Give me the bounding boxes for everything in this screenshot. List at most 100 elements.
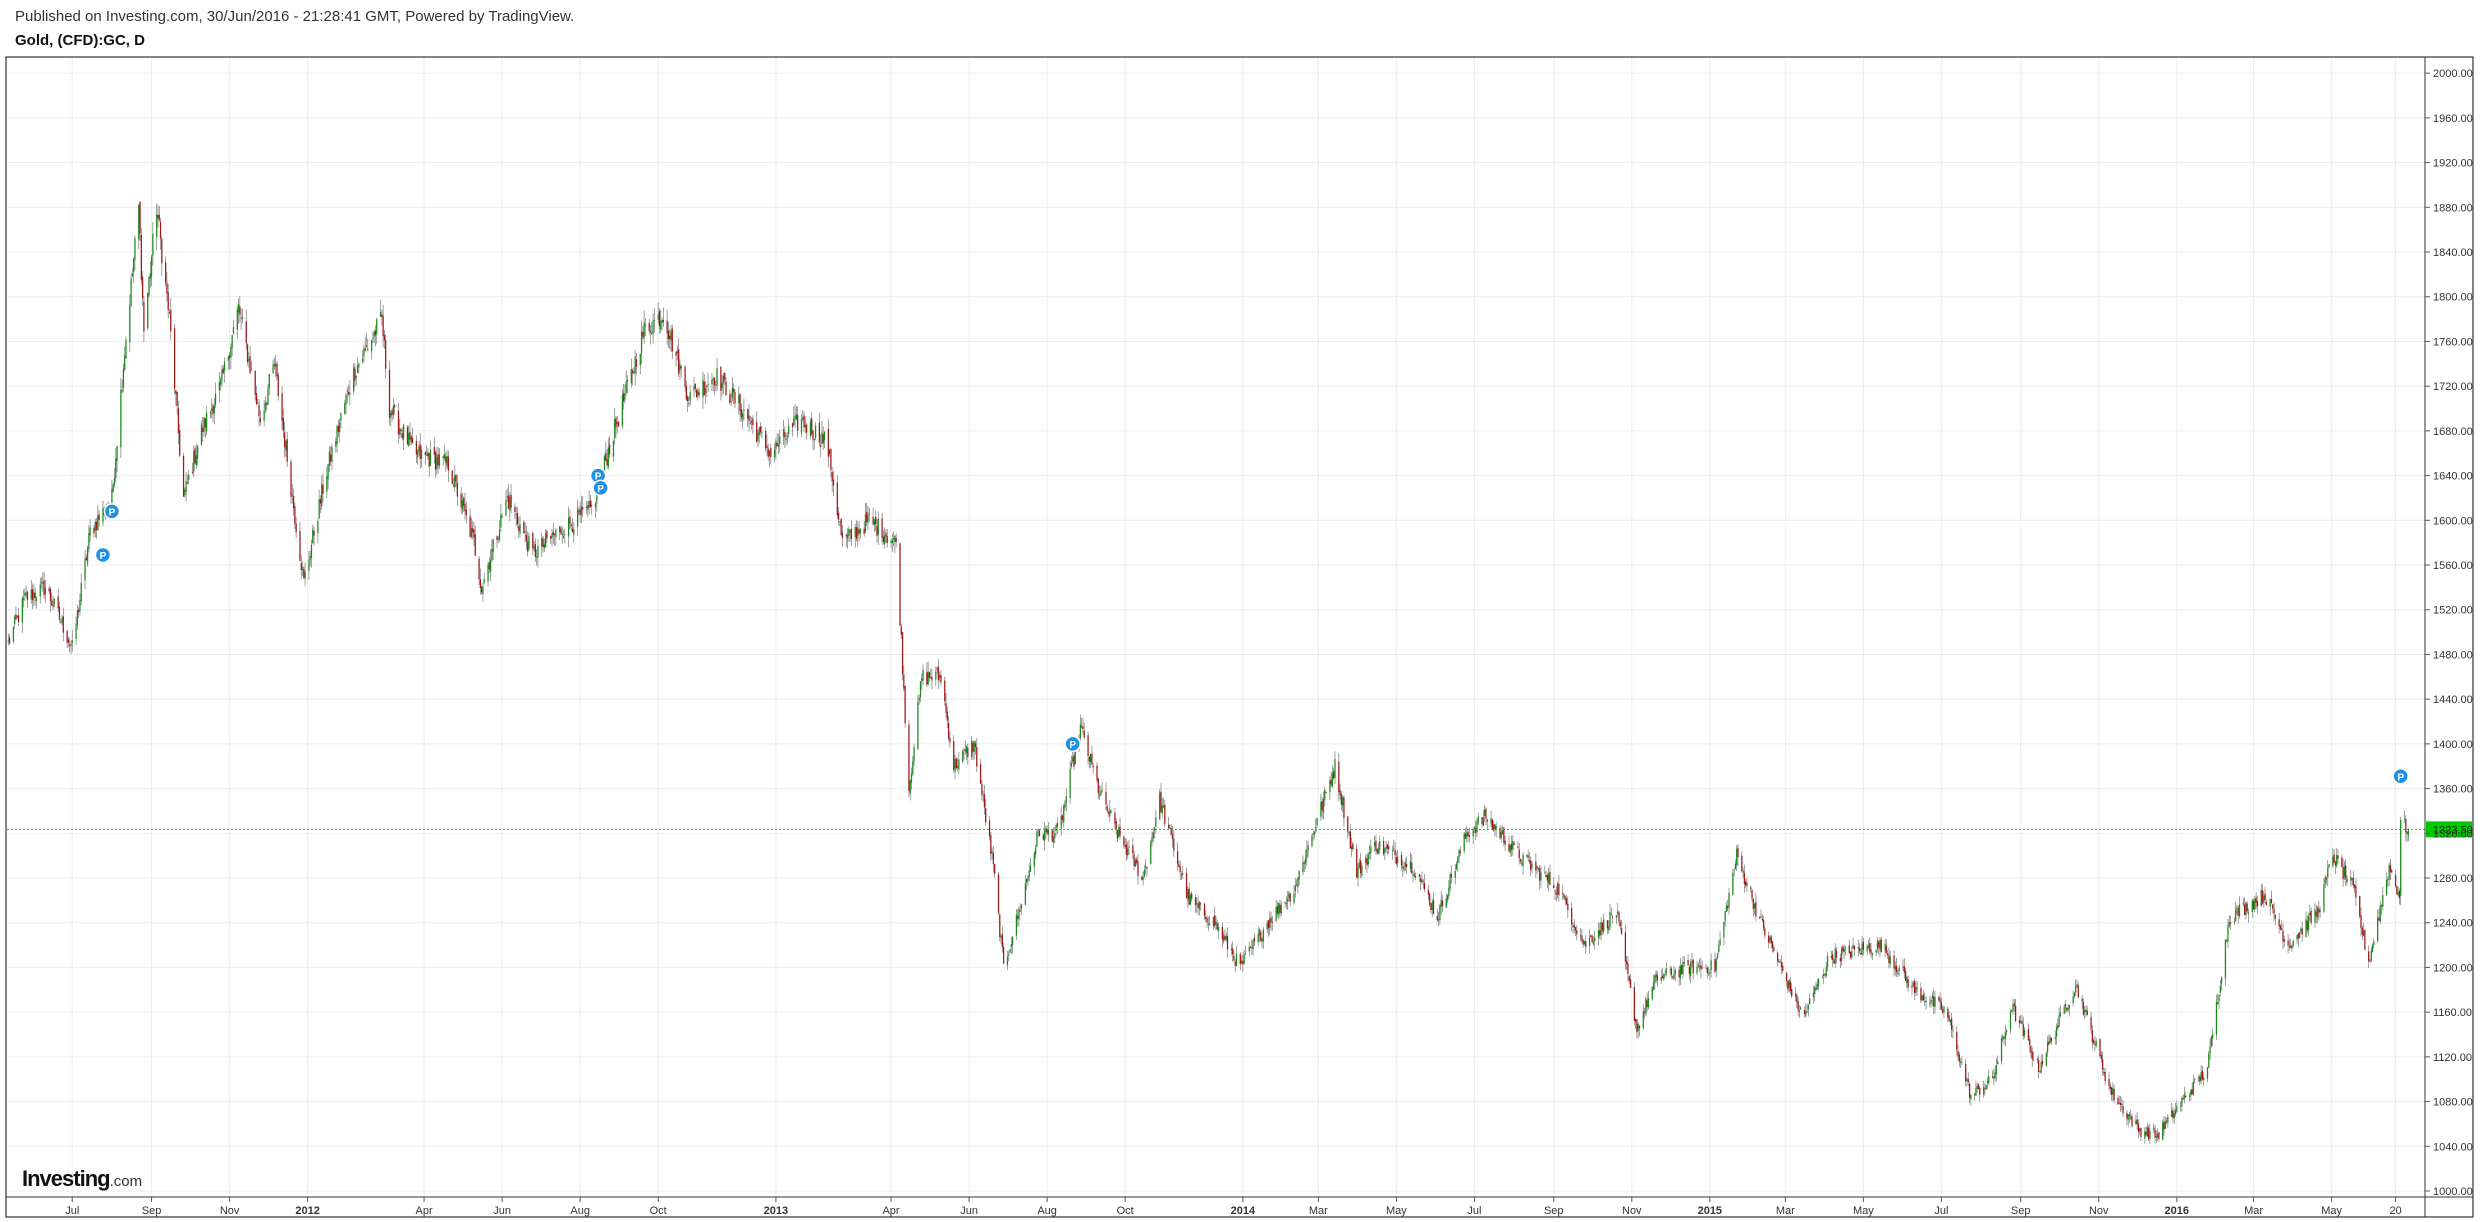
candle-down (2297, 933, 2299, 939)
candle-down (1160, 791, 1162, 812)
candle-down (585, 506, 588, 509)
candle-down (1951, 1018, 1953, 1030)
candle-up (487, 565, 489, 582)
candle-up (240, 317, 242, 319)
candle-down (140, 235, 142, 280)
event-marker[interactable]: P (592, 479, 609, 497)
candle-up (559, 526, 561, 533)
candle-down (1128, 846, 1130, 848)
candle-down (1468, 835, 1470, 837)
candle-down (827, 428, 829, 457)
candle-up (679, 363, 681, 371)
candle-up (1029, 866, 1032, 872)
candle-down (173, 328, 176, 389)
candle-up (795, 414, 797, 419)
candle-down (1340, 794, 1343, 805)
event-marker-label: P (109, 507, 116, 518)
candle-up (1512, 841, 1514, 850)
candle-down (2086, 1010, 2088, 1016)
candle-up (1794, 993, 1797, 997)
candle-down (179, 430, 181, 456)
candle-up (1020, 904, 1023, 909)
candle-up (2269, 899, 2271, 907)
event-marker[interactable]: P (103, 503, 121, 520)
candle-up (1834, 948, 1836, 964)
candle-up (867, 515, 869, 523)
candle-up (939, 674, 941, 678)
candle-down (1853, 945, 1856, 950)
candle-up (1501, 830, 1504, 834)
candle-up (543, 544, 545, 549)
candle-up (410, 436, 412, 443)
candle-up (115, 458, 117, 479)
candle-up (2350, 877, 2352, 881)
candle-up (722, 375, 725, 383)
candle-up (711, 379, 713, 385)
candle-down (1599, 930, 1601, 936)
candle-up (1223, 934, 1225, 942)
candle-up (2228, 922, 2230, 927)
candle-up (785, 438, 787, 441)
candle-down (516, 513, 519, 524)
candle-up (1198, 901, 1200, 909)
candle-up (1871, 953, 1873, 956)
candle-up (587, 505, 589, 510)
event-marker[interactable]: P (1064, 735, 1081, 753)
candle-down (141, 276, 144, 299)
candle-up (2200, 1071, 2202, 1081)
candle-up (1409, 860, 1412, 869)
candle-up (1647, 997, 1650, 1008)
candle-up (1806, 1011, 1808, 1013)
candle-up (1495, 826, 1497, 830)
candle-down (1119, 826, 1121, 836)
candle-down (2282, 930, 2284, 942)
candle-down (385, 340, 387, 369)
candle-up (134, 238, 136, 260)
candle-down (1110, 811, 1112, 813)
candle-up (1153, 828, 1156, 831)
candle-up (2058, 1015, 2060, 1027)
candle-down (972, 742, 974, 753)
candle-up (1594, 937, 1596, 942)
candle-up (1866, 946, 1868, 952)
candle-down (803, 415, 805, 428)
candle-down (900, 626, 902, 635)
candle-down (868, 513, 870, 515)
candle-down (1965, 1063, 1967, 1082)
candle-up (1500, 831, 1502, 838)
candle-up (1306, 849, 1308, 859)
candle-up (918, 697, 920, 701)
candle-up (2296, 935, 2298, 940)
candle-up (2183, 1094, 2186, 1099)
x-tick-label: Nov (220, 1205, 240, 1217)
candle-up (1867, 945, 1870, 948)
event-marker[interactable]: P (94, 546, 112, 564)
candle-up (1982, 1087, 1985, 1095)
y-tick-label: 1080.00 (2433, 1097, 2473, 1109)
candle-down (1933, 996, 1935, 1007)
candle-down (649, 331, 652, 333)
event-marker[interactable]: P (2392, 768, 2409, 785)
candle-up (1609, 912, 1611, 928)
x-tick-label: Jul (1934, 1205, 1948, 1217)
candle-down (979, 764, 982, 784)
y-tick-label: 1880.00 (2433, 202, 2473, 214)
candle-up (1000, 936, 1002, 939)
candle-up (738, 395, 740, 403)
candle-down (812, 430, 814, 440)
candle-down (571, 528, 574, 532)
candle-up (2403, 818, 2406, 820)
candle-down (93, 527, 95, 534)
candle-down (277, 374, 279, 397)
candle-down (167, 292, 169, 311)
candle-up (2032, 1059, 2035, 1061)
candle-down (1194, 897, 1197, 906)
candle-up (2020, 1021, 2022, 1023)
candle-down (1518, 849, 1520, 859)
candle-up (379, 311, 382, 317)
candle-down (2359, 895, 2361, 917)
candle-up (1709, 971, 1711, 974)
candle-up (88, 533, 90, 549)
candle-down (2018, 1020, 2021, 1024)
